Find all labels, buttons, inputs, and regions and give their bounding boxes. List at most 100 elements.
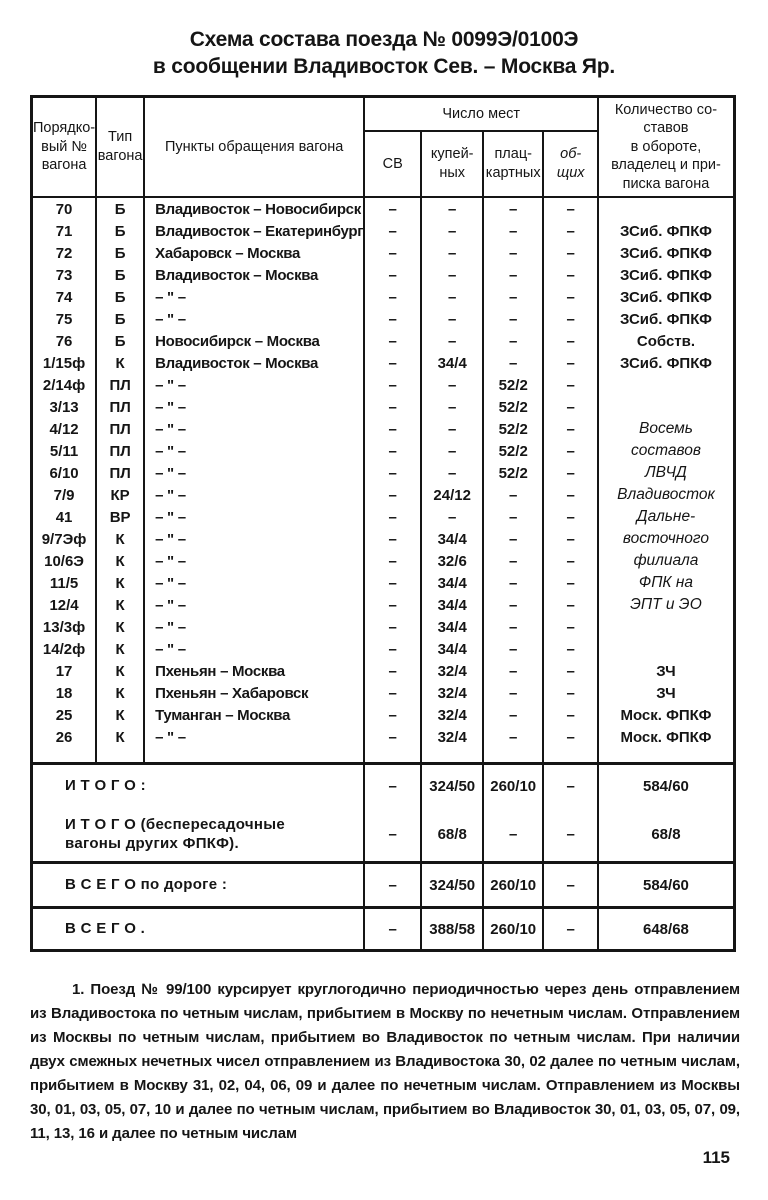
owner-cell <box>597 638 736 660</box>
wagon-row: 5/11 ПЛ – " – – – 52/2 – составов <box>30 440 736 462</box>
kupe-seats-cell: – <box>420 396 485 418</box>
wagon-row: 10/6Э К – " – – 32/6 – – филиала <box>30 550 736 572</box>
platzkart-seats-cell: – <box>482 242 545 264</box>
sv-seats-cell: – <box>363 484 423 506</box>
vsego-doroga-platzkart-cell: 260/10 <box>482 862 545 908</box>
wagon-number-cell: 9/7Эф <box>30 528 98 550</box>
wagon-number-cell: 76 <box>30 330 98 352</box>
obshchie-seats-cell: – <box>542 197 600 220</box>
wagon-type-cell: ПЛ <box>95 418 146 440</box>
route-cell: – " – <box>143 308 366 330</box>
obshchie-seats-cell: – <box>542 616 600 638</box>
route-cell: – " – <box>143 528 366 550</box>
wagon-row: 4/12 ПЛ – " – – – 52/2 – Восемь <box>30 418 736 440</box>
wagon-number-cell: 71 <box>30 220 98 242</box>
platzkart-seats-cell: 52/2 <box>482 418 545 440</box>
kupe-seats-cell: 32/4 <box>420 726 485 748</box>
route-cell: – " – <box>143 594 366 616</box>
obshchie-seats-cell: – <box>542 374 600 396</box>
sv-seats-cell: – <box>363 242 423 264</box>
sv-seats-cell: – <box>363 682 423 704</box>
wagon-type-cell: Б <box>95 286 146 308</box>
wagon-number-cell: 18 <box>30 682 98 704</box>
sv-seats-cell: – <box>363 352 423 374</box>
route-cell: Владивосток – Москва <box>143 352 366 374</box>
vsego-kupe-cell: 388/58 <box>420 907 485 951</box>
train-composition-table: Порядко- вый № вагона Тип вагона Пункты … <box>30 95 736 952</box>
obshchie-seats-cell: – <box>542 286 600 308</box>
header-platzkart: плац- картных <box>482 131 545 198</box>
train-scheme-title-line1: Схема состава поезда № 0099Э/0100Э <box>189 28 579 51</box>
owner-text: Владивосток <box>617 486 715 503</box>
wagon-number-cell: 41 <box>30 506 98 528</box>
obshchie-seats-cell: – <box>542 308 600 330</box>
vsego-po-doroge-row: В С Е Г О по дороге : – 324/50 260/10 – … <box>30 862 736 908</box>
obshchie-seats-cell: – <box>542 572 600 594</box>
wagon-type-cell: К <box>95 550 146 572</box>
owner-cell <box>597 616 736 638</box>
owner-cell <box>597 396 736 418</box>
wagon-row: 17 К Пхеньян – Москва – 32/4 – – ЗЧ <box>30 660 736 682</box>
obshchie-seats-cell: – <box>542 484 600 506</box>
owner-text: ЗСиб. ФПКФ <box>619 244 712 262</box>
owner-cell: ЗСиб. ФПКФ <box>597 264 736 286</box>
wagon-row: 70 Б Владивосток – Новосибирск – – – – <box>30 197 736 220</box>
owner-text: Собств. <box>636 332 696 350</box>
platzkart-seats-cell: 52/2 <box>482 440 545 462</box>
obshchie-seats-cell: – <box>542 396 600 418</box>
totals-vsego-po-doroge-section: В С Е Г О по дороге : – 324/50 260/10 – … <box>30 862 736 908</box>
kupe-seats-cell: – <box>420 506 485 528</box>
obshchie-seats-cell: – <box>542 506 600 528</box>
kupe-seats-cell: 32/6 <box>420 550 485 572</box>
sv-seats-cell: – <box>363 308 423 330</box>
owner-text: ЗЧ <box>656 662 676 680</box>
kupe-seats-cell: – <box>420 440 485 462</box>
wagon-row: 74 Б – " – – – – – ЗСиб. ФПКФ <box>30 286 736 308</box>
sv-seats-cell: – <box>363 264 423 286</box>
wagon-type-cell: К <box>95 704 146 726</box>
totals-itogo-section: И Т О Г О : – 324/50 260/10 – 584/60 И Т… <box>30 763 736 863</box>
page-title: Схема состава поезда № 0099Э/0100Э в соо… <box>0 0 768 80</box>
wagon-number-cell: 6/10 <box>30 462 98 484</box>
platzkart-seats-cell: – <box>482 197 545 220</box>
sv-seats-cell: – <box>363 220 423 242</box>
itogo-through-cars-label-text: И Т О Г О (беспересадочные вагоны других… <box>65 815 285 853</box>
owner-cell: Моск. ФПКФ <box>597 726 736 748</box>
route-cell: Владивосток – Москва <box>143 264 366 286</box>
platzkart-seats-cell: – <box>482 352 545 374</box>
wagon-row: 3/13 ПЛ – " – – – 52/2 – <box>30 396 736 418</box>
vsego-platzkart-cell: 260/10 <box>482 907 545 951</box>
wagon-type-cell: К <box>95 572 146 594</box>
kupe-seats-cell: – <box>420 286 485 308</box>
itogo-row: И Т О Г О : – 324/50 260/10 – 584/60 <box>30 763 736 807</box>
owner-cell: восточного <box>597 528 736 550</box>
sv-seats-cell: – <box>363 440 423 462</box>
header-wagon-type: Тип вагона <box>95 96 146 198</box>
itogo-through-cars-row: И Т О Г О (беспересадочные вагоны других… <box>30 807 736 863</box>
owner-text: ФПК на <box>638 574 694 591</box>
vsego-doroga-kupe-cell: 324/50 <box>420 862 485 908</box>
kupe-seats-cell: 24/12 <box>420 484 485 506</box>
wagon-row: 71 Б Владивосток – Екатеринбург – – – – … <box>30 220 736 242</box>
kupe-seats-cell: 34/4 <box>420 572 485 594</box>
platzkart-seats-cell: – <box>482 220 545 242</box>
wagon-row: 13/3ф К – " – – 34/4 – – <box>30 616 736 638</box>
header-route-points: Пункты обращения вагона <box>143 96 366 198</box>
owner-cell: составов <box>597 440 736 462</box>
wagon-number-cell: 14/2ф <box>30 638 98 660</box>
obshchie-seats-cell: – <box>542 660 600 682</box>
wagon-row: 7/9 КР – " – – 24/12 – – Владивосток <box>30 484 736 506</box>
sv-seats-cell: – <box>363 506 423 528</box>
owner-text: ЗСиб. ФПКФ <box>619 310 712 328</box>
owner-text: Дальне- <box>636 508 696 525</box>
owner-cell: ФПК на <box>597 572 736 594</box>
header-kupe: купей- ных <box>420 131 485 198</box>
train-scheme-title-line2: в сообщении Владивосток Сев. – Москва Яр… <box>152 55 616 78</box>
header-row-seat-types: СВ купей- ных плац- картных об- щих <box>32 131 735 198</box>
kupe-seats-cell: 34/4 <box>420 352 485 374</box>
wagon-row: 14/2ф К – " – – 34/4 – – <box>30 638 736 660</box>
sv-seats-cell: – <box>363 550 423 572</box>
wagon-row: 2/14ф ПЛ – " – – – 52/2 – <box>30 374 736 396</box>
sv-seats-cell: – <box>363 462 423 484</box>
